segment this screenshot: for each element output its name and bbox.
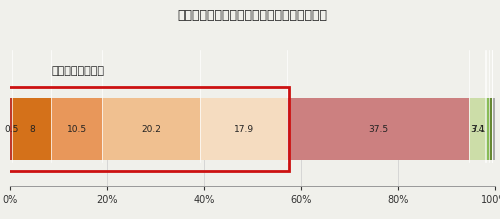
Text: 8: 8 <box>29 125 34 134</box>
Text: 17.9: 17.9 <box>234 125 254 134</box>
Bar <box>12 98 51 161</box>
Bar <box>287 98 469 161</box>
Bar <box>469 98 486 161</box>
Text: 0.5: 0.5 <box>4 125 18 134</box>
Text: 3.4: 3.4 <box>470 125 484 134</box>
Bar <box>102 98 200 161</box>
Bar <box>200 98 287 161</box>
Bar <box>492 98 498 161</box>
Text: 10.5: 10.5 <box>66 125 87 134</box>
Text: 自分の年齢より下: 自分の年齢より下 <box>52 66 104 76</box>
Bar <box>10 98 12 161</box>
Bar <box>51 98 102 161</box>
Bar <box>489 98 492 161</box>
Bar <box>486 98 489 161</box>
Text: 37.5: 37.5 <box>368 125 388 134</box>
Text: 20.2: 20.2 <box>141 125 161 134</box>
Text: 7.1: 7.1 <box>471 125 485 134</box>
Title: 実年齢よりも何歳上または下に見られたいか: 実年齢よりも何歳上または下に見られたいか <box>178 9 328 22</box>
